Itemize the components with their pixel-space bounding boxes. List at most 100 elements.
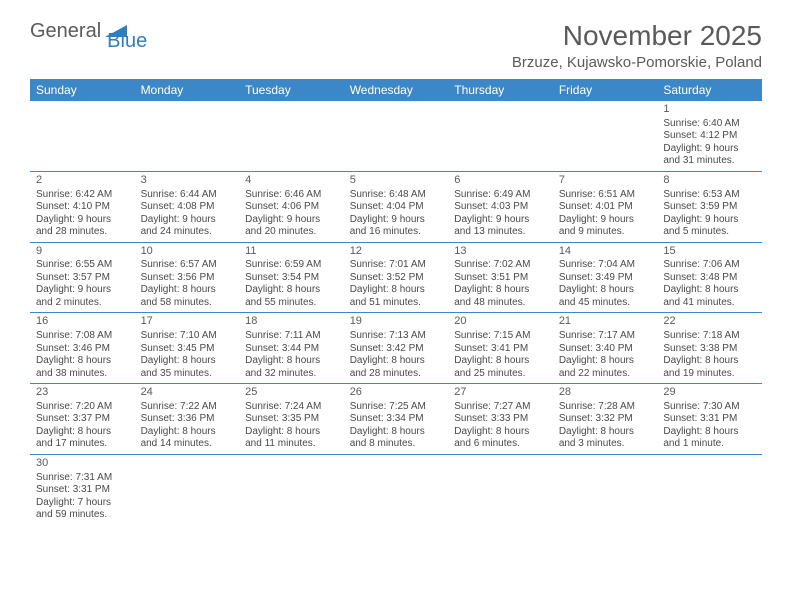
day-sunrise: Sunrise: 7:15 AM	[454, 330, 547, 343]
day-sunset: Sunset: 3:37 PM	[36, 413, 129, 426]
day-sunrise: Sunrise: 7:30 AM	[663, 401, 756, 414]
day-cell: 7Sunrise: 6:51 AMSunset: 4:01 PMDaylight…	[553, 171, 658, 242]
day-cell: 13Sunrise: 7:02 AMSunset: 3:51 PMDayligh…	[448, 242, 553, 313]
day-day2: and 3 minutes.	[559, 438, 652, 451]
day-sunrise: Sunrise: 7:25 AM	[350, 401, 443, 414]
day-day1: Daylight: 8 hours	[559, 426, 652, 439]
day-sunset: Sunset: 3:56 PM	[141, 272, 234, 285]
day-number: 15	[663, 245, 756, 259]
day-sunrise: Sunrise: 7:01 AM	[350, 259, 443, 272]
day-day1: Daylight: 9 hours	[663, 143, 756, 156]
day-cell	[344, 101, 449, 171]
day-cell	[448, 101, 553, 171]
day-day1: Daylight: 9 hours	[245, 214, 338, 227]
day-sunset: Sunset: 3:34 PM	[350, 413, 443, 426]
day-number: 21	[559, 315, 652, 329]
day-sunset: Sunset: 3:41 PM	[454, 343, 547, 356]
day-day2: and 6 minutes.	[454, 438, 547, 451]
day-cell: 11Sunrise: 6:59 AMSunset: 3:54 PMDayligh…	[239, 242, 344, 313]
day-sunset: Sunset: 4:03 PM	[454, 201, 547, 214]
day-day2: and 32 minutes.	[245, 368, 338, 381]
week-row: 23Sunrise: 7:20 AMSunset: 3:37 PMDayligh…	[30, 384, 762, 455]
day-cell: 22Sunrise: 7:18 AMSunset: 3:38 PMDayligh…	[657, 313, 762, 384]
day-sunset: Sunset: 3:38 PM	[663, 343, 756, 356]
day-number: 16	[36, 315, 129, 329]
day-cell: 16Sunrise: 7:08 AMSunset: 3:46 PMDayligh…	[30, 313, 135, 384]
day-number: 3	[141, 174, 234, 188]
weekday-header: Thursday	[448, 79, 553, 101]
day-day1: Daylight: 8 hours	[454, 355, 547, 368]
day-day1: Daylight: 9 hours	[663, 214, 756, 227]
day-day1: Daylight: 8 hours	[350, 426, 443, 439]
day-cell	[239, 454, 344, 524]
day-day2: and 8 minutes.	[350, 438, 443, 451]
day-cell: 30Sunrise: 7:31 AMSunset: 3:31 PMDayligh…	[30, 454, 135, 524]
day-day1: Daylight: 8 hours	[454, 426, 547, 439]
day-day1: Daylight: 8 hours	[245, 355, 338, 368]
day-sunrise: Sunrise: 7:02 AM	[454, 259, 547, 272]
logo-text-1: General	[30, 20, 101, 43]
day-sunrise: Sunrise: 6:46 AM	[245, 189, 338, 202]
week-row: 16Sunrise: 7:08 AMSunset: 3:46 PMDayligh…	[30, 313, 762, 384]
weekday-header: Friday	[553, 79, 658, 101]
day-number: 24	[141, 386, 234, 400]
day-sunset: Sunset: 3:54 PM	[245, 272, 338, 285]
day-day1: Daylight: 8 hours	[141, 284, 234, 297]
day-cell: 17Sunrise: 7:10 AMSunset: 3:45 PMDayligh…	[135, 313, 240, 384]
day-cell	[553, 101, 658, 171]
day-number: 14	[559, 245, 652, 259]
day-sunrise: Sunrise: 7:13 AM	[350, 330, 443, 343]
week-row: 9Sunrise: 6:55 AMSunset: 3:57 PMDaylight…	[30, 242, 762, 313]
day-cell: 4Sunrise: 6:46 AMSunset: 4:06 PMDaylight…	[239, 171, 344, 242]
day-sunset: Sunset: 3:31 PM	[36, 484, 129, 497]
day-cell: 19Sunrise: 7:13 AMSunset: 3:42 PMDayligh…	[344, 313, 449, 384]
day-number: 9	[36, 245, 129, 259]
day-sunrise: Sunrise: 7:06 AM	[663, 259, 756, 272]
day-day1: Daylight: 9 hours	[559, 214, 652, 227]
day-day1: Daylight: 9 hours	[141, 214, 234, 227]
day-sunset: Sunset: 3:46 PM	[36, 343, 129, 356]
day-number: 11	[245, 245, 338, 259]
day-day1: Daylight: 9 hours	[454, 214, 547, 227]
day-day1: Daylight: 8 hours	[663, 355, 756, 368]
day-number: 19	[350, 315, 443, 329]
day-number: 13	[454, 245, 547, 259]
day-cell: 5Sunrise: 6:48 AMSunset: 4:04 PMDaylight…	[344, 171, 449, 242]
day-cell: 24Sunrise: 7:22 AMSunset: 3:36 PMDayligh…	[135, 384, 240, 455]
day-cell	[135, 101, 240, 171]
day-sunrise: Sunrise: 6:40 AM	[663, 118, 756, 131]
day-day1: Daylight: 8 hours	[559, 284, 652, 297]
day-day1: Daylight: 8 hours	[663, 426, 756, 439]
day-number: 4	[245, 174, 338, 188]
week-row: 30Sunrise: 7:31 AMSunset: 3:31 PMDayligh…	[30, 454, 762, 524]
weekday-header-row: Sunday Monday Tuesday Wednesday Thursday…	[30, 79, 762, 101]
day-day2: and 20 minutes.	[245, 226, 338, 239]
day-sunrise: Sunrise: 7:04 AM	[559, 259, 652, 272]
logo-text-2: Blue	[107, 30, 147, 52]
day-day1: Daylight: 8 hours	[245, 284, 338, 297]
week-row: 1Sunrise: 6:40 AMSunset: 4:12 PMDaylight…	[30, 101, 762, 171]
day-cell: 15Sunrise: 7:06 AMSunset: 3:48 PMDayligh…	[657, 242, 762, 313]
day-day2: and 28 minutes.	[36, 226, 129, 239]
day-day2: and 11 minutes.	[245, 438, 338, 451]
day-sunrise: Sunrise: 7:17 AM	[559, 330, 652, 343]
day-cell	[657, 454, 762, 524]
day-day2: and 55 minutes.	[245, 297, 338, 310]
day-sunset: Sunset: 3:57 PM	[36, 272, 129, 285]
day-sunrise: Sunrise: 6:57 AM	[141, 259, 234, 272]
day-day1: Daylight: 8 hours	[141, 426, 234, 439]
day-day2: and 22 minutes.	[559, 368, 652, 381]
day-day2: and 5 minutes.	[663, 226, 756, 239]
day-sunset: Sunset: 3:32 PM	[559, 413, 652, 426]
day-cell: 6Sunrise: 6:49 AMSunset: 4:03 PMDaylight…	[448, 171, 553, 242]
day-number: 20	[454, 315, 547, 329]
day-sunset: Sunset: 3:40 PM	[559, 343, 652, 356]
day-day1: Daylight: 9 hours	[36, 284, 129, 297]
day-day1: Daylight: 7 hours	[36, 497, 129, 510]
day-day2: and 24 minutes.	[141, 226, 234, 239]
day-day2: and 31 minutes.	[663, 155, 756, 168]
day-cell	[448, 454, 553, 524]
day-cell	[239, 101, 344, 171]
day-cell: 29Sunrise: 7:30 AMSunset: 3:31 PMDayligh…	[657, 384, 762, 455]
calendar-body: 1Sunrise: 6:40 AMSunset: 4:12 PMDaylight…	[30, 101, 762, 525]
